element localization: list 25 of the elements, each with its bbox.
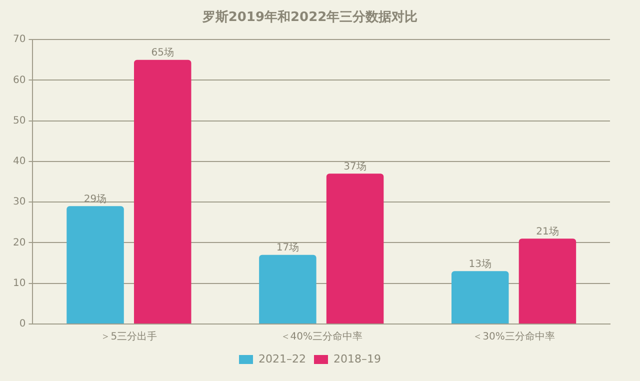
data-label: 65场	[151, 46, 174, 59]
legend-label: 2018–19	[334, 352, 381, 366]
data-label: 37场	[344, 160, 366, 172]
data-label: 13场	[468, 258, 492, 270]
x-tick-label: ＞5三分出手	[100, 330, 158, 343]
bar	[518, 238, 576, 324]
y-tick-label: 20	[12, 237, 26, 248]
y-tick-label: 60	[12, 74, 26, 86]
y-tick-label: 0	[19, 318, 26, 330]
x-tick-label: ＜40%三分命中率	[280, 330, 362, 343]
bar	[66, 206, 124, 324]
x-tick-label: ＜30%三分命中率	[472, 330, 555, 343]
data-label: 17场	[276, 242, 300, 254]
y-tick-label: 10	[12, 278, 26, 289]
data-label: 21场	[536, 225, 559, 238]
bar	[451, 271, 509, 324]
y-tick-label: 30	[12, 196, 26, 208]
y-tick-label: 50	[12, 115, 26, 126]
y-tick-label: 70	[12, 34, 26, 46]
chart-title: 罗斯2019年和2022年三分数据对比	[201, 9, 418, 26]
bar	[326, 174, 384, 324]
y-tick-label: 40	[12, 156, 26, 168]
bar	[259, 254, 316, 324]
legend-label: 2021–22	[258, 352, 306, 366]
bar	[134, 60, 192, 324]
